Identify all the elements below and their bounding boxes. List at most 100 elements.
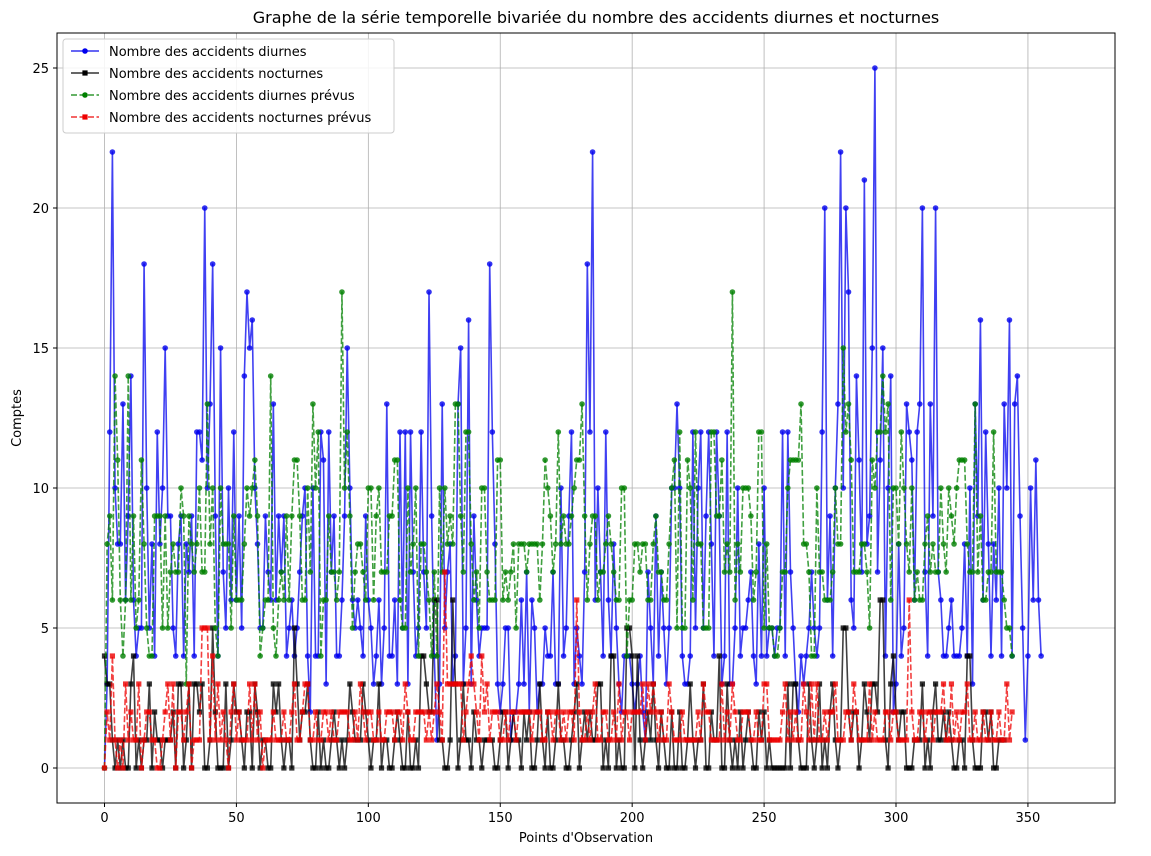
data-point [595,597,601,603]
data-point [460,737,466,743]
data-point [589,709,596,715]
data-point [268,737,274,743]
data-point [558,737,564,743]
data-point [244,289,250,295]
data-point [365,709,371,715]
data-point [220,709,226,715]
data-point [299,709,305,715]
data-point [537,681,543,687]
data-point [568,513,575,519]
data-point [698,737,704,743]
data-point [249,765,255,771]
data-point [502,709,509,715]
data-point [281,597,287,603]
data-point [497,457,504,463]
data-point [397,597,403,603]
data-point [326,737,332,743]
data-point [924,653,931,659]
data-point [495,765,501,771]
data-point [318,653,324,659]
data-point [241,541,248,547]
data-point [537,709,543,715]
data-point [835,737,841,743]
data-point [376,681,382,687]
data-point [658,569,664,575]
data-point [808,681,815,687]
data-point [587,429,593,435]
data-point [447,513,453,519]
data-point [328,709,334,715]
data-point [130,737,137,743]
data-point [265,597,271,603]
data-point [880,373,886,379]
x-axis-label: Points d'Observation [519,831,653,846]
data-point [566,541,572,547]
data-point [276,681,282,687]
data-point [829,569,836,575]
data-point [413,737,419,743]
data-point [655,653,662,659]
data-point [418,709,424,715]
data-point [315,429,322,435]
data-point [890,653,896,659]
data-point [988,569,994,575]
data-point [634,653,641,659]
data-point [595,485,601,491]
data-point [302,681,308,687]
x-tick-label: 150 [488,811,513,826]
data-point [331,737,337,743]
data-point [898,737,904,743]
data-point [508,709,514,715]
data-point [233,737,240,743]
data-point [423,625,430,631]
data-point [515,681,522,687]
data-point [962,709,968,715]
data-point [732,625,738,631]
data-point [832,485,839,491]
data-point [579,681,585,687]
data-point [149,653,155,659]
data-point [336,709,342,715]
data-point [547,765,553,771]
data-point [283,737,290,743]
data-point [212,709,218,715]
data-point [996,737,1002,743]
data-point [822,737,828,743]
data-point [334,737,340,743]
data-point [457,345,464,351]
data-point [814,681,820,687]
data-point [128,709,134,715]
data-point [400,765,406,771]
data-point [584,737,590,743]
data-point [513,737,519,743]
data-point [267,373,274,379]
data-point [803,765,809,771]
data-point [985,541,992,547]
data-point [553,737,559,743]
data-point [529,737,535,743]
data-point [919,597,926,603]
data-point [389,765,395,771]
data-point [1033,457,1039,463]
data-point [914,737,920,743]
data-point [624,653,630,659]
data-point [663,597,670,603]
data-point [626,625,633,631]
data-point [458,737,464,743]
legend-label: Nombre des accidents diurnes [109,45,307,60]
data-point [943,737,949,743]
data-point [106,429,113,435]
data-point [500,709,506,715]
data-point [750,737,757,743]
data-point [360,681,366,687]
data-point [268,765,274,771]
data-point [305,681,311,687]
data-point [191,681,197,687]
data-point [714,737,720,743]
data-point [273,709,279,715]
data-point [603,737,609,743]
data-point [518,709,524,715]
data-point [394,709,400,715]
data-point [215,681,221,687]
data-point [407,569,414,575]
